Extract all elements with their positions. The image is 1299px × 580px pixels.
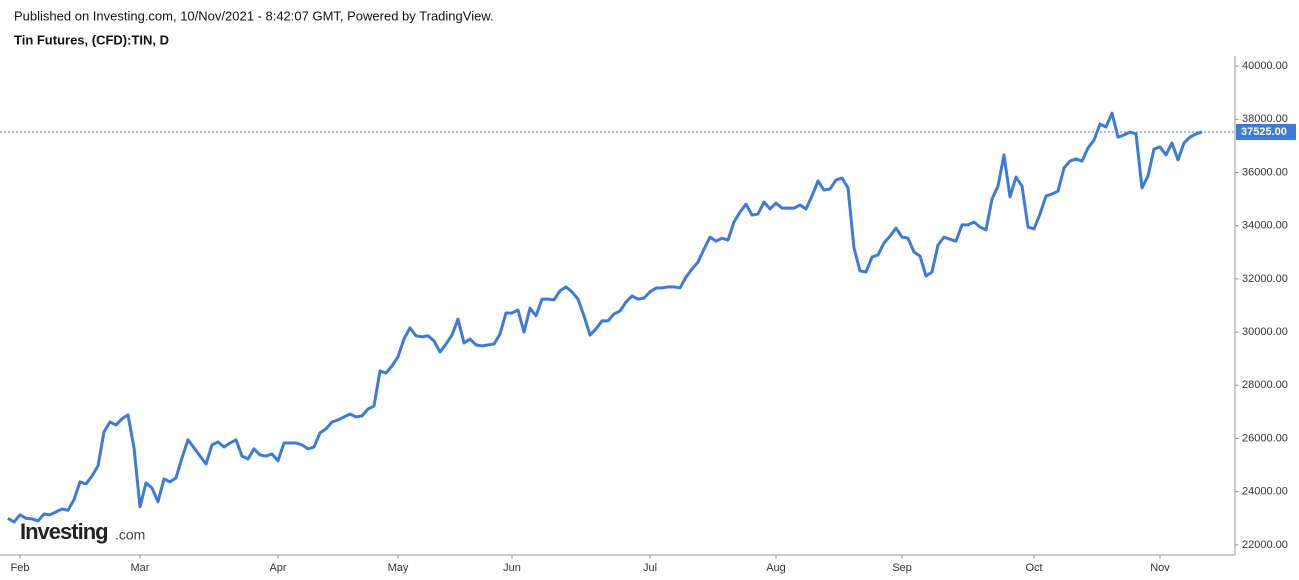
y-tick-label: 30000.00 [1242,326,1288,338]
x-tick-label: Jun [503,562,521,574]
x-tick-label: Nov [1150,562,1170,574]
y-tick-label: 40000.00 [1242,60,1288,72]
x-tick-label: Jul [643,562,657,574]
chart-title: Tin Futures, (CFD):TIN, D [14,32,169,47]
y-tick-label: 26000.00 [1242,432,1288,444]
y-tick-label: 36000.00 [1242,166,1288,178]
chart-subtitle: Published on Investing.com, 10/Nov/2021 … [14,8,494,23]
y-tick-label: 22000.00 [1242,539,1288,551]
x-tick-label: Mar [131,562,150,574]
price-line-series [7,111,1203,524]
y-tick-label: 24000.00 [1242,486,1288,498]
y-tick-label: 34000.00 [1242,220,1288,232]
x-tick-label: Aug [766,562,786,574]
y-tick-label: 28000.00 [1242,379,1288,391]
watermark-suffix: .com [115,527,145,543]
x-tick-label: Feb [11,562,30,574]
last-price-label: 37525.00 [1241,126,1287,138]
last-price-box [1236,123,1296,140]
x-tick-label: Oct [1025,562,1042,574]
x-tick-label: Apr [269,562,286,574]
x-tick-label: Sep [892,562,912,574]
x-tick-label: May [388,562,409,574]
y-tick-label: 32000.00 [1242,273,1288,285]
y-tick-label: 38000.00 [1242,113,1288,125]
watermark-brand: Investing [20,519,108,544]
